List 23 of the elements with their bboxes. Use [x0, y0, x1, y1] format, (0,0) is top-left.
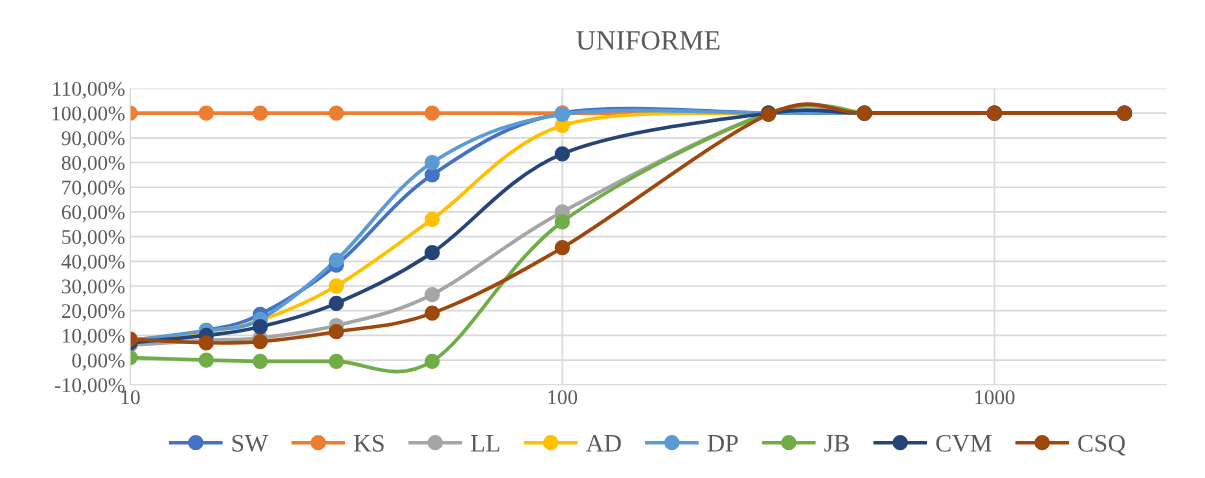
y-tick-label: 30,00%	[62, 279, 125, 297]
y-tick-label: 100,00%	[52, 106, 125, 124]
y-tick-label: 70,00%	[62, 180, 125, 198]
y-tick-label: 10,00%	[62, 328, 125, 346]
legend-label: LL	[470, 435, 500, 452]
legend-label: AD	[586, 434, 621, 452]
y-tick-label: 20,00%	[61, 304, 125, 322]
legend-label: KS	[353, 434, 384, 452]
y-tick-label: 90,00%	[61, 131, 125, 149]
legend-label: SW	[232, 434, 269, 452]
chart-title: UNIFORME	[576, 31, 720, 50]
legend-label: DP	[707, 435, 738, 452]
y-tick-label: 80,00%	[61, 155, 125, 173]
legend-label: CSQ	[1078, 434, 1126, 456]
y-tick-label: 60,00%	[61, 205, 125, 223]
legend-label: JB	[824, 435, 849, 452]
y-tick-label: 0,00%	[72, 353, 125, 371]
x-tick-label: 100	[548, 390, 578, 405]
legend-label: CVM	[936, 434, 992, 452]
y-tick-label: 110,00%	[53, 81, 125, 99]
y-tick-label: 40,00%	[61, 254, 125, 272]
y-tick-label: 50,00%	[62, 229, 125, 248]
x-tick-label: 1000	[975, 390, 1015, 405]
